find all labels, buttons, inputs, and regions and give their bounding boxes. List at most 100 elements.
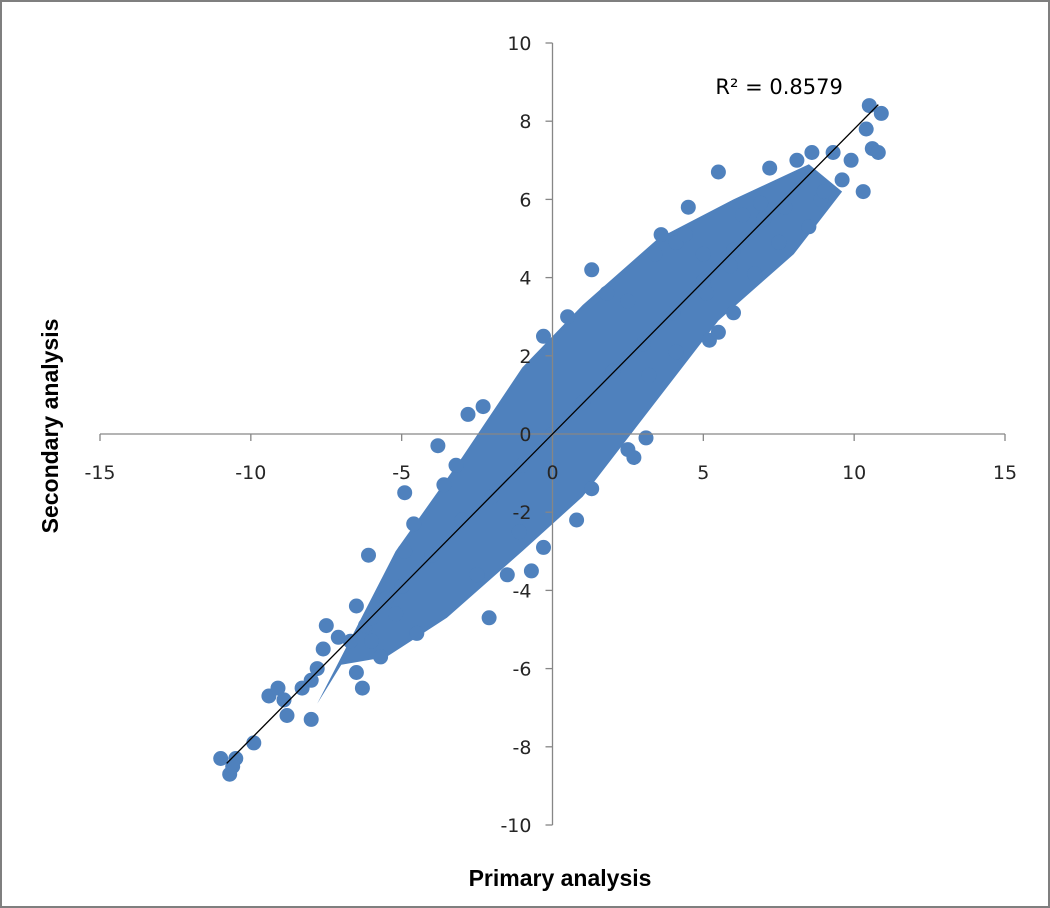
data-point — [668, 344, 684, 360]
y-axis-title: Secondary analysis — [37, 319, 63, 534]
data-point — [698, 285, 714, 301]
data-point — [364, 633, 379, 649]
tick-labels: -15 -10 -5 0 5 10 15 -10 -8 -6 -4 -2 0 2 4 6 8 10 — [84, 33, 1017, 837]
data-point — [804, 145, 820, 160]
data-point — [647, 246, 663, 262]
data-point — [523, 563, 539, 579]
data-point — [680, 199, 696, 215]
data-point — [710, 164, 726, 180]
data-point — [481, 610, 497, 626]
data-point — [635, 336, 651, 352]
y-tick-label: 4 — [519, 268, 531, 290]
y-tick-label: -10 — [500, 815, 531, 837]
data-point — [246, 735, 262, 751]
data-point — [448, 457, 464, 473]
data-point — [870, 145, 886, 160]
data-point — [303, 672, 319, 688]
data-point — [436, 477, 452, 493]
data-point — [279, 708, 295, 723]
data-point — [843, 152, 859, 168]
data-point — [406, 516, 422, 532]
data-point — [309, 661, 325, 677]
data-point — [460, 406, 476, 422]
data-point — [499, 567, 515, 583]
data-point — [747, 266, 763, 282]
data-point — [348, 665, 364, 680]
trendline — [226, 104, 879, 764]
data-point — [834, 172, 850, 188]
data-point — [753, 195, 769, 211]
x-tick-label: 15 — [993, 462, 1017, 484]
data-point — [605, 363, 621, 379]
data-point — [789, 152, 805, 168]
data-point — [315, 641, 331, 657]
data-point — [762, 160, 778, 176]
data-point — [873, 105, 889, 121]
x-tick-label: -10 — [235, 462, 266, 484]
data-point — [397, 543, 413, 559]
x-tick-label: 0 — [546, 462, 558, 484]
x-tick-label: -5 — [392, 462, 411, 484]
data-point — [348, 598, 364, 614]
x-tick-label: 5 — [697, 462, 709, 484]
data-point — [469, 567, 485, 583]
data-point — [361, 547, 376, 563]
data-point — [756, 211, 772, 227]
data-point — [735, 207, 751, 223]
r-squared-annotation: R² = 0.8579 — [715, 75, 842, 99]
data-point — [388, 606, 404, 622]
data-point — [777, 199, 793, 215]
data-point — [677, 227, 693, 243]
data-point — [225, 758, 241, 774]
data-point — [536, 328, 551, 344]
y-tick-label: -4 — [513, 580, 532, 602]
data-point — [638, 430, 654, 446]
data-point — [726, 305, 741, 321]
data-point — [620, 293, 636, 309]
data-point — [303, 711, 319, 727]
y-tick-label: 0 — [519, 424, 531, 446]
data-point — [536, 539, 551, 555]
data-point — [695, 246, 711, 262]
x-tick-label: -15 — [84, 462, 115, 484]
y-tick-label: 8 — [519, 111, 531, 133]
data-point — [354, 680, 370, 696]
data-point — [318, 618, 334, 634]
y-tick-label: 10 — [507, 33, 531, 55]
data-point — [379, 590, 395, 606]
data-point — [276, 692, 292, 708]
data-point — [475, 399, 491, 415]
y-tick-label: -8 — [513, 737, 532, 759]
y-tick-label: -2 — [513, 502, 532, 524]
scatter-points — [213, 98, 889, 782]
data-point — [330, 629, 346, 645]
data-point — [342, 633, 358, 649]
data-point — [626, 450, 642, 465]
data-point — [430, 438, 446, 454]
data-point — [397, 485, 413, 501]
data-point — [484, 489, 500, 505]
x-axis-title: Primary analysis — [469, 865, 652, 891]
data-point — [373, 649, 389, 665]
y-tick-label: 6 — [519, 189, 531, 211]
data-point — [569, 512, 585, 528]
data-point — [641, 367, 657, 383]
data-point — [213, 751, 229, 766]
data-point — [771, 234, 787, 250]
data-point — [858, 121, 874, 137]
data-point — [599, 285, 615, 301]
data-point — [454, 512, 470, 528]
data-point — [710, 324, 726, 340]
data-point — [584, 481, 600, 497]
y-tick-label: 2 — [519, 346, 531, 368]
data-point — [801, 219, 817, 235]
data-point — [723, 258, 738, 274]
data-point — [855, 184, 871, 200]
data-point — [511, 524, 527, 540]
data-point — [560, 309, 576, 325]
data-point — [270, 680, 286, 696]
data-point — [653, 227, 669, 243]
x-tick-label: 10 — [842, 462, 866, 484]
y-tick-label: -6 — [513, 659, 532, 681]
